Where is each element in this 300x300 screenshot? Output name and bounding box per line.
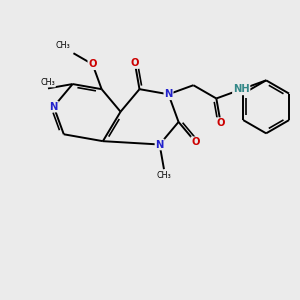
Text: CH₃: CH₃: [40, 78, 56, 87]
Text: NH: NH: [233, 84, 250, 94]
Text: O: O: [216, 118, 225, 128]
Text: N: N: [164, 89, 173, 99]
Text: CH₃: CH₃: [56, 41, 70, 50]
Text: N: N: [155, 140, 164, 149]
Text: O: O: [130, 58, 139, 68]
Text: CH₃: CH₃: [157, 171, 171, 180]
Text: N: N: [50, 102, 58, 112]
Text: O: O: [88, 59, 97, 69]
Text: O: O: [191, 137, 200, 147]
